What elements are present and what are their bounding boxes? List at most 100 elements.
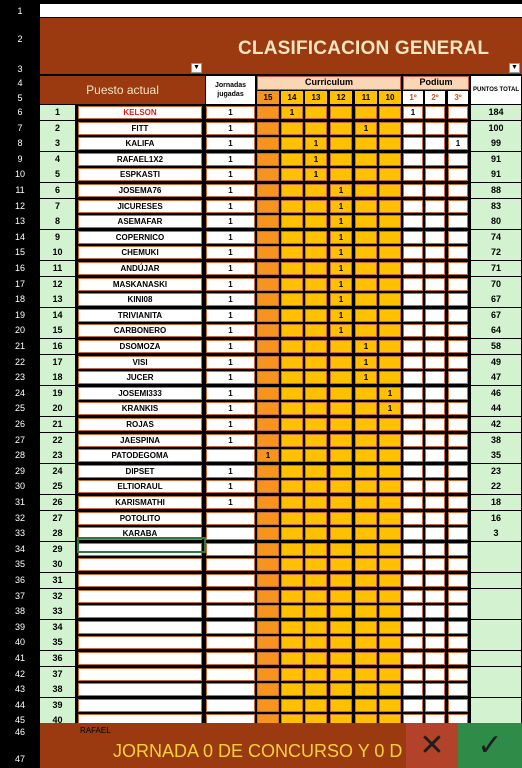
player-name-cell[interactable]: ESPKASTI xyxy=(78,168,202,182)
player-name-cell[interactable] xyxy=(78,574,202,587)
filter-dropdown-icon[interactable]: ▼ xyxy=(509,63,520,73)
curriculum-cell[interactable] xyxy=(379,636,401,650)
points-cell[interactable]: 91 xyxy=(471,151,521,167)
jornadas-cell[interactable]: 1 xyxy=(206,386,255,400)
curriculum-cell[interactable]: 1 xyxy=(355,340,377,353)
player-name-cell[interactable]: MASKANASKI xyxy=(78,277,202,291)
position-cell[interactable]: 9 xyxy=(40,229,75,245)
points-cell[interactable]: 67 xyxy=(471,307,521,323)
row-header[interactable]: 29 xyxy=(14,465,25,476)
podium-cell[interactable] xyxy=(425,152,445,166)
curriculum-cell[interactable] xyxy=(355,667,377,681)
position-cell[interactable]: 2 xyxy=(40,120,75,136)
podium-cell[interactable] xyxy=(403,464,423,478)
podium-cell[interactable] xyxy=(448,511,468,525)
podium-cell[interactable] xyxy=(425,652,445,665)
podium-cell[interactable] xyxy=(448,574,468,587)
curriculum-cell[interactable] xyxy=(355,605,377,619)
curriculum-cell[interactable] xyxy=(355,215,377,229)
curriculum-cell[interactable] xyxy=(355,636,377,650)
curriculum-cell[interactable] xyxy=(330,371,352,385)
points-cell[interactable] xyxy=(471,635,521,651)
row-header[interactable]: 31 xyxy=(14,497,25,507)
jornadas-cell[interactable]: 1 xyxy=(206,121,255,135)
podium-cell[interactable] xyxy=(403,230,423,244)
podium-cell[interactable] xyxy=(425,308,445,322)
podium-cell[interactable] xyxy=(403,636,423,650)
curriculum-cell[interactable] xyxy=(257,418,279,431)
curriculum-cell[interactable] xyxy=(355,324,377,338)
podium-cell[interactable] xyxy=(448,371,468,385)
curriculum-cell[interactable] xyxy=(305,324,327,338)
jornadas-cell[interactable]: 1 xyxy=(206,418,255,431)
position-cell[interactable]: 6 xyxy=(40,183,75,198)
curriculum-cell[interactable]: 1 xyxy=(330,246,352,260)
curriculum-cell[interactable] xyxy=(257,137,279,151)
podium-cell[interactable] xyxy=(425,589,445,603)
podium-cell[interactable] xyxy=(403,527,423,541)
curriculum-cell[interactable] xyxy=(305,277,327,291)
curriculum-cell[interactable] xyxy=(305,605,327,619)
row-header[interactable]: 8 xyxy=(17,138,23,149)
podium-cell[interactable] xyxy=(448,168,468,182)
podium-cell[interactable] xyxy=(403,480,423,494)
curriculum-cell[interactable] xyxy=(355,106,377,119)
points-cell[interactable]: 47 xyxy=(471,370,521,386)
podium-cell[interactable] xyxy=(403,340,423,353)
podium-cell[interactable] xyxy=(448,418,468,431)
points-cell[interactable] xyxy=(471,666,521,682)
curriculum-cell[interactable] xyxy=(281,215,303,229)
curriculum-cell[interactable] xyxy=(257,480,279,494)
podium-cell[interactable] xyxy=(403,558,423,572)
player-name-cell[interactable] xyxy=(78,667,202,681)
curriculum-cell[interactable] xyxy=(281,340,303,353)
row-header[interactable]: 22 xyxy=(14,356,25,367)
jornadas-cell[interactable]: 1 xyxy=(206,340,255,353)
curriculum-cell[interactable] xyxy=(305,511,327,525)
points-cell[interactable] xyxy=(471,557,521,573)
curriculum-cell[interactable] xyxy=(330,106,352,119)
position-cell[interactable]: 38 xyxy=(40,682,75,698)
curriculum-cell[interactable] xyxy=(330,480,352,494)
position-cell[interactable]: 36 xyxy=(40,651,75,666)
curriculum-cell[interactable] xyxy=(379,152,401,166)
row-header[interactable]: 19 xyxy=(14,309,25,320)
jornadas-cell[interactable]: 1 xyxy=(206,230,255,244)
curriculum-cell[interactable] xyxy=(305,418,327,431)
curriculum-cell[interactable] xyxy=(257,184,279,197)
podium-cell[interactable] xyxy=(448,262,468,275)
curriculum-cell[interactable] xyxy=(330,152,352,166)
jornadas-cell[interactable] xyxy=(206,620,255,634)
curriculum-cell[interactable] xyxy=(355,589,377,603)
curriculum-cell[interactable] xyxy=(257,605,279,619)
podium-cell[interactable] xyxy=(448,433,468,447)
jornadas-cell[interactable]: 1 xyxy=(206,355,255,369)
position-cell[interactable]: 18 xyxy=(40,370,75,386)
curriculum-cell[interactable] xyxy=(330,402,352,416)
player-name-cell[interactable]: PATODEGOMA xyxy=(78,449,202,463)
player-name-cell[interactable]: ANDÚJAR xyxy=(78,262,202,275)
curriculum-cell[interactable] xyxy=(355,652,377,665)
curriculum-cell[interactable] xyxy=(379,652,401,665)
jornadas-cell[interactable] xyxy=(206,636,255,650)
curriculum-cell[interactable]: 1 xyxy=(281,106,303,119)
position-cell[interactable]: 25 xyxy=(40,479,75,495)
curriculum-cell[interactable] xyxy=(305,480,327,494)
curriculum-cell[interactable] xyxy=(281,433,303,447)
jornadas-cell[interactable] xyxy=(206,667,255,681)
curriculum-cell[interactable] xyxy=(281,152,303,166)
curriculum-cell[interactable] xyxy=(281,449,303,463)
curriculum-cell[interactable] xyxy=(305,620,327,634)
jornadas-cell[interactable] xyxy=(206,511,255,525)
position-cell[interactable]: 17 xyxy=(40,354,75,370)
curriculum-cell[interactable] xyxy=(330,137,352,151)
points-cell[interactable]: 71 xyxy=(471,261,521,276)
curriculum-cell[interactable] xyxy=(305,574,327,587)
curriculum-cell[interactable] xyxy=(355,496,377,509)
podium-cell[interactable] xyxy=(425,246,445,260)
points-cell[interactable]: 100 xyxy=(471,120,521,136)
row-header[interactable]: 5 xyxy=(17,93,23,103)
podium-cell[interactable] xyxy=(425,230,445,244)
curriculum-cell[interactable] xyxy=(379,199,401,213)
curriculum-cell[interactable] xyxy=(355,168,377,182)
